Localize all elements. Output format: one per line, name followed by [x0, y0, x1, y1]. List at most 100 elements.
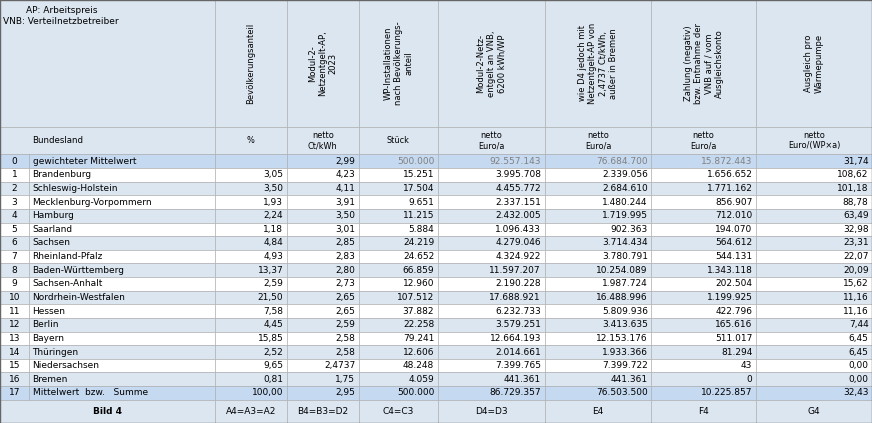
- Bar: [358, 359, 438, 373]
- Bar: [215, 373, 287, 386]
- Text: 2.014.661: 2.014.661: [495, 348, 542, 357]
- Bar: [545, 236, 651, 250]
- Bar: [0, 154, 29, 168]
- Bar: [0, 209, 29, 222]
- Bar: [545, 400, 651, 423]
- Text: 43: 43: [741, 361, 753, 370]
- Text: 7,44: 7,44: [848, 320, 869, 329]
- Text: 10.254.089: 10.254.089: [596, 266, 648, 275]
- Bar: [29, 291, 215, 304]
- Text: 511.017: 511.017: [715, 334, 753, 343]
- Bar: [358, 127, 438, 154]
- Text: G4: G4: [807, 407, 821, 416]
- Text: Baden-Württemberg: Baden-Württemberg: [32, 266, 125, 275]
- Bar: [651, 373, 756, 386]
- Bar: [545, 209, 651, 222]
- Text: Modul-2-
Netzentgelt-AP,
2023: Modul-2- Netzentgelt-AP, 2023: [308, 30, 337, 96]
- Bar: [438, 359, 545, 373]
- Text: 5: 5: [11, 225, 17, 234]
- Text: 3,01: 3,01: [336, 225, 355, 234]
- Text: Rheinland-Pfalz: Rheinland-Pfalz: [32, 252, 103, 261]
- Bar: [651, 168, 756, 181]
- Bar: [215, 332, 287, 345]
- Text: Sachsen-Anhalt: Sachsen-Anhalt: [32, 279, 103, 288]
- Text: 32,43: 32,43: [843, 388, 869, 398]
- Text: 2.339.056: 2.339.056: [602, 170, 648, 179]
- Text: Thüringen: Thüringen: [32, 348, 78, 357]
- Bar: [215, 127, 287, 154]
- Bar: [29, 264, 215, 277]
- Text: 2,83: 2,83: [336, 252, 355, 261]
- Bar: [287, 209, 358, 222]
- Text: 5.809.936: 5.809.936: [602, 307, 648, 316]
- Bar: [215, 222, 287, 236]
- Bar: [287, 154, 358, 168]
- Bar: [215, 0, 287, 127]
- Text: 22.258: 22.258: [403, 320, 434, 329]
- Text: 37.882: 37.882: [403, 307, 434, 316]
- Bar: [438, 250, 545, 264]
- Text: 10.225.857: 10.225.857: [701, 388, 753, 398]
- Text: 17.504: 17.504: [403, 184, 434, 193]
- Bar: [358, 345, 438, 359]
- Text: 6,45: 6,45: [848, 348, 869, 357]
- Bar: [438, 236, 545, 250]
- Bar: [651, 209, 756, 222]
- Bar: [287, 236, 358, 250]
- Text: 16.488.996: 16.488.996: [596, 293, 648, 302]
- Text: 9.651: 9.651: [408, 198, 434, 206]
- Text: 165.616: 165.616: [715, 320, 753, 329]
- Bar: [215, 181, 287, 195]
- Bar: [358, 291, 438, 304]
- Text: 4,23: 4,23: [336, 170, 355, 179]
- Text: Modul-2-Netz-
entgelt an VNB,
6200 kWh/WP: Modul-2-Netz- entgelt an VNB, 6200 kWh/W…: [476, 30, 506, 97]
- Text: Bundesland: Bundesland: [31, 136, 83, 145]
- Bar: [545, 195, 651, 209]
- Text: D4=D3: D4=D3: [475, 407, 508, 416]
- Text: 1.343.118: 1.343.118: [706, 266, 753, 275]
- Bar: [0, 195, 29, 209]
- Bar: [545, 127, 651, 154]
- Bar: [29, 277, 215, 291]
- Bar: [358, 332, 438, 345]
- Bar: [215, 359, 287, 373]
- Bar: [0, 250, 29, 264]
- Text: 2,4737: 2,4737: [324, 361, 355, 370]
- Text: 15: 15: [9, 361, 20, 370]
- Bar: [545, 0, 651, 127]
- Text: 1.199.925: 1.199.925: [706, 293, 753, 302]
- Bar: [438, 209, 545, 222]
- Text: netto
Ct/kWh: netto Ct/kWh: [308, 131, 337, 150]
- Bar: [215, 250, 287, 264]
- Text: 422.796: 422.796: [715, 307, 753, 316]
- Bar: [651, 264, 756, 277]
- Text: 2.337.151: 2.337.151: [495, 198, 542, 206]
- Text: netto
Euro/(WP×a): netto Euro/(WP×a): [787, 131, 840, 150]
- Text: 1.771.162: 1.771.162: [706, 184, 753, 193]
- Text: 63,49: 63,49: [843, 211, 869, 220]
- Text: 11,16: 11,16: [842, 293, 869, 302]
- Bar: [756, 359, 872, 373]
- Bar: [438, 264, 545, 277]
- Text: E4: E4: [592, 407, 603, 416]
- Bar: [29, 181, 215, 195]
- Bar: [651, 181, 756, 195]
- Text: 3,91: 3,91: [336, 198, 355, 206]
- Text: B4=B3=D2: B4=B3=D2: [297, 407, 348, 416]
- Bar: [545, 359, 651, 373]
- Bar: [438, 222, 545, 236]
- Text: 31,74: 31,74: [843, 157, 869, 166]
- Bar: [545, 264, 651, 277]
- Text: 2,65: 2,65: [336, 307, 355, 316]
- Bar: [215, 209, 287, 222]
- Text: 21,50: 21,50: [258, 293, 283, 302]
- Text: 3,50: 3,50: [263, 184, 283, 193]
- Bar: [358, 304, 438, 318]
- Text: 7.399.722: 7.399.722: [603, 361, 648, 370]
- Bar: [756, 291, 872, 304]
- Text: 8: 8: [11, 266, 17, 275]
- Bar: [756, 345, 872, 359]
- Bar: [0, 277, 29, 291]
- Bar: [215, 264, 287, 277]
- Bar: [756, 195, 872, 209]
